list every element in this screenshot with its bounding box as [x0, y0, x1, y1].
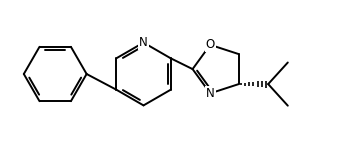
Text: O: O	[206, 38, 215, 51]
Text: N: N	[139, 36, 148, 49]
Text: N: N	[206, 87, 214, 100]
